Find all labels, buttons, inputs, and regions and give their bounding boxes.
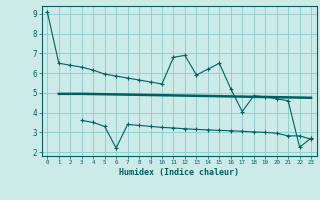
X-axis label: Humidex (Indice chaleur): Humidex (Indice chaleur) — [119, 168, 239, 177]
